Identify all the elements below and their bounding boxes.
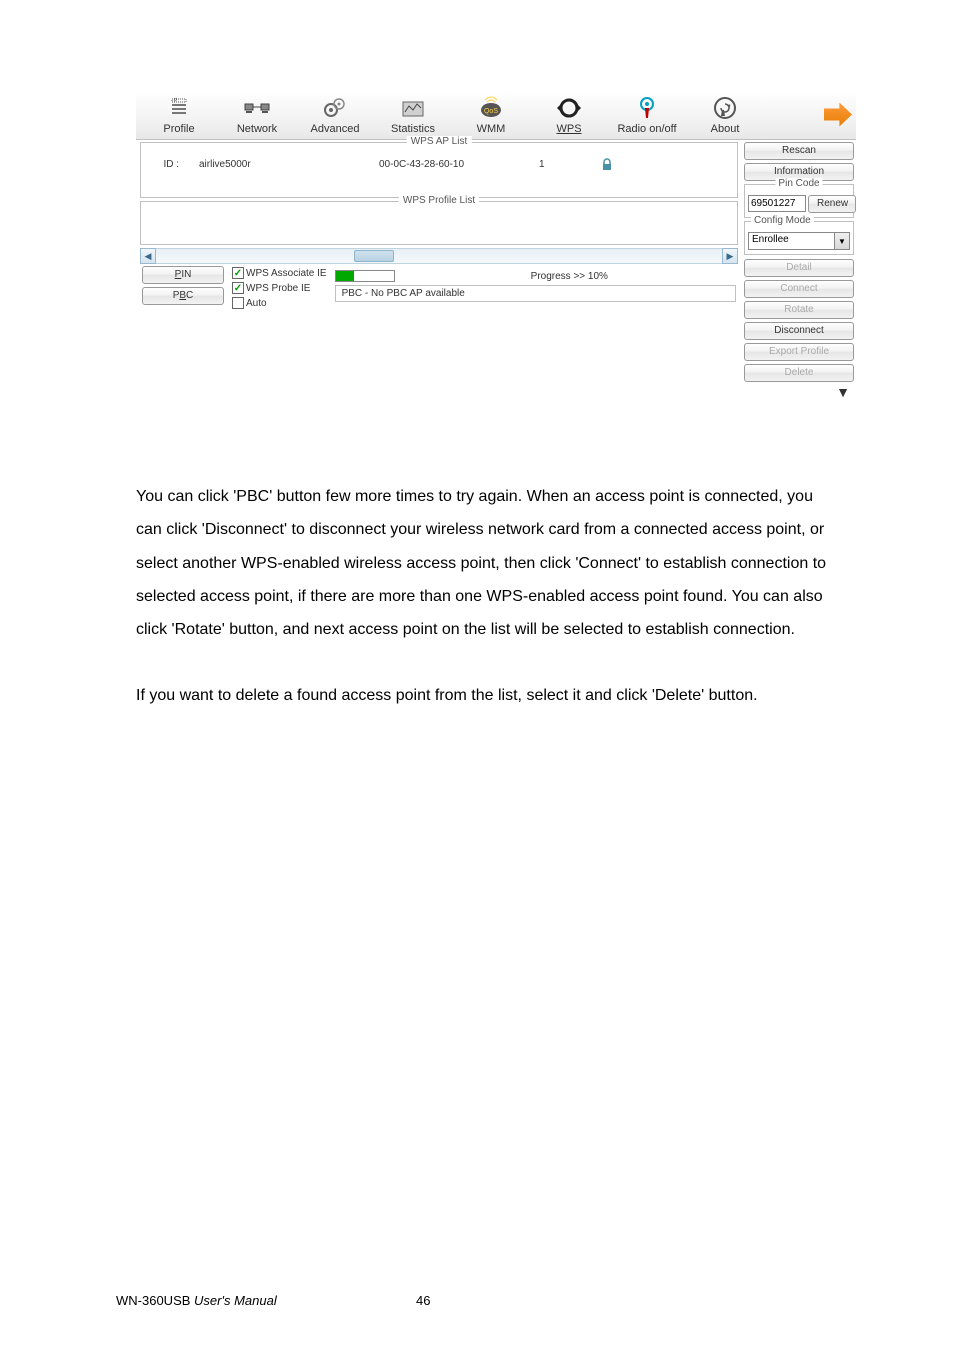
pin-code-input[interactable] [748,195,806,212]
network-icon [241,94,273,122]
toolbar-radio-label: Radio on/off [617,123,676,135]
pin-button[interactable]: PIN [142,266,224,284]
toolbar-about-label: About [711,123,740,135]
toolbar-statistics-label: Statistics [391,123,435,135]
scroll-right-button[interactable]: ▶ [722,248,738,264]
scroll-track[interactable] [156,248,722,264]
footer-page-number: 46 [416,1293,430,1308]
document-body: You can click 'PBC' button few more time… [136,480,832,713]
wps-probe-checkbox[interactable]: ✓ WPS Probe IE [232,282,327,294]
wps-content: WPS AP List ID : airlive5000r 00-0C-43-2… [136,140,856,382]
auto-label: Auto [246,298,267,309]
svg-text:P: P [174,98,178,104]
wps-ap-list-row[interactable]: ID : airlive5000r 00-0C-43-28-60-10 1 [145,151,733,177]
checkbox-unchecked-icon [232,297,244,309]
toolbar-statistics[interactable]: Statistics [374,92,452,137]
progress-fill [336,271,354,281]
wps-associate-checkbox[interactable]: ✓ WPS Associate IE [232,267,327,279]
toolbar-network[interactable]: Network [218,92,296,137]
config-mode-value: Enrollee [749,233,834,249]
scroll-thumb[interactable] [354,250,394,262]
toolbar-profile[interactable]: P Profile [140,92,218,137]
pin-code-fieldset: Pin Code Renew [744,184,854,218]
disconnect-button[interactable]: Disconnect [744,322,854,340]
about-icon [709,94,741,122]
footer-model: WN-360USB [116,1293,190,1308]
toolbar-radio[interactable]: Radio on/off [608,92,686,137]
ap-id-label: ID : [149,159,199,170]
signal-lock-icon [599,157,615,171]
statistics-icon [397,94,429,122]
wps-profile-list-title: WPS Profile List [399,195,479,206]
dropdown-arrow-icon: ▼ [834,233,849,249]
footer-suffix: User's Manual [190,1293,276,1308]
app-screenshot: P Profile Network Advanced Statistics Qo… [136,90,856,400]
detail-button: Detail [744,259,854,277]
auto-checkbox[interactable]: Auto [232,297,327,309]
horizontal-scrollbar[interactable]: ◀ ▶ [140,248,738,264]
wps-ap-list-title: WPS AP List [407,136,472,147]
progress-bar [335,270,395,282]
toolbar-wmm-label: WMM [477,123,506,135]
pin-code-legend: Pin Code [775,178,822,189]
toolbar-profile-label: Profile [163,123,194,135]
rotate-button: Rotate [744,301,854,319]
paragraph-1: You can click 'PBC' button few more time… [136,480,832,646]
connect-button: Connect [744,280,854,298]
wmm-icon: QoS [475,94,507,122]
wps-associate-label: WPS Associate IE [246,268,327,279]
config-mode-fieldset: Config Mode Enrollee ▼ [744,221,854,255]
pbc-status-text: PBC - No PBC AP available [342,288,465,299]
scroll-left-button[interactable]: ◀ [140,248,156,264]
renew-button[interactable]: Renew [808,195,856,213]
toolbar-network-label: Network [237,123,277,135]
paragraph-2: If you want to delete a found access poi… [136,679,832,712]
toolbar-wps[interactable]: WPS [530,92,608,137]
checkbox-checked-icon: ✓ [232,267,244,279]
page-footer: WN-360USB User's Manual 46 [116,1293,812,1308]
wps-icon [553,94,585,122]
wps-profile-list-fieldset: WPS Profile List [140,201,738,245]
config-mode-legend: Config Mode [751,215,814,226]
export-profile-button: Export Profile [744,343,854,361]
ap-mac: 00-0C-43-28-60-10 [379,159,539,170]
radio-icon [631,94,663,122]
main-toolbar: P Profile Network Advanced Statistics Qo… [136,90,856,140]
ap-channel: 1 [539,159,599,170]
toolbar-about[interactable]: About [686,92,764,137]
toolbar-next-arrow-icon[interactable] [824,103,852,127]
pbc-button[interactable]: PBC [142,287,224,305]
delete-button: Delete [744,364,854,382]
toolbar-wmm[interactable]: QoS WMM [452,92,530,137]
rescan-button[interactable]: Rescan [744,142,854,160]
ap-name: airlive5000r [199,159,379,170]
advanced-icon [319,94,351,122]
checkbox-checked-icon: ✓ [232,282,244,294]
svg-text:QoS: QoS [484,108,498,115]
collapse-arrow-icon[interactable]: ▼ [136,382,856,400]
wps-probe-label: WPS Probe IE [246,283,310,294]
wps-ap-list-fieldset: WPS AP List ID : airlive5000r 00-0C-43-2… [140,142,738,198]
config-mode-select[interactable]: Enrollee ▼ [748,232,850,250]
progress-label: Progress >> 10% [403,271,736,282]
profile-icon: P [163,94,195,122]
toolbar-wps-label: WPS [556,123,581,135]
toolbar-advanced[interactable]: Advanced [296,92,374,137]
toolbar-advanced-label: Advanced [311,123,360,135]
